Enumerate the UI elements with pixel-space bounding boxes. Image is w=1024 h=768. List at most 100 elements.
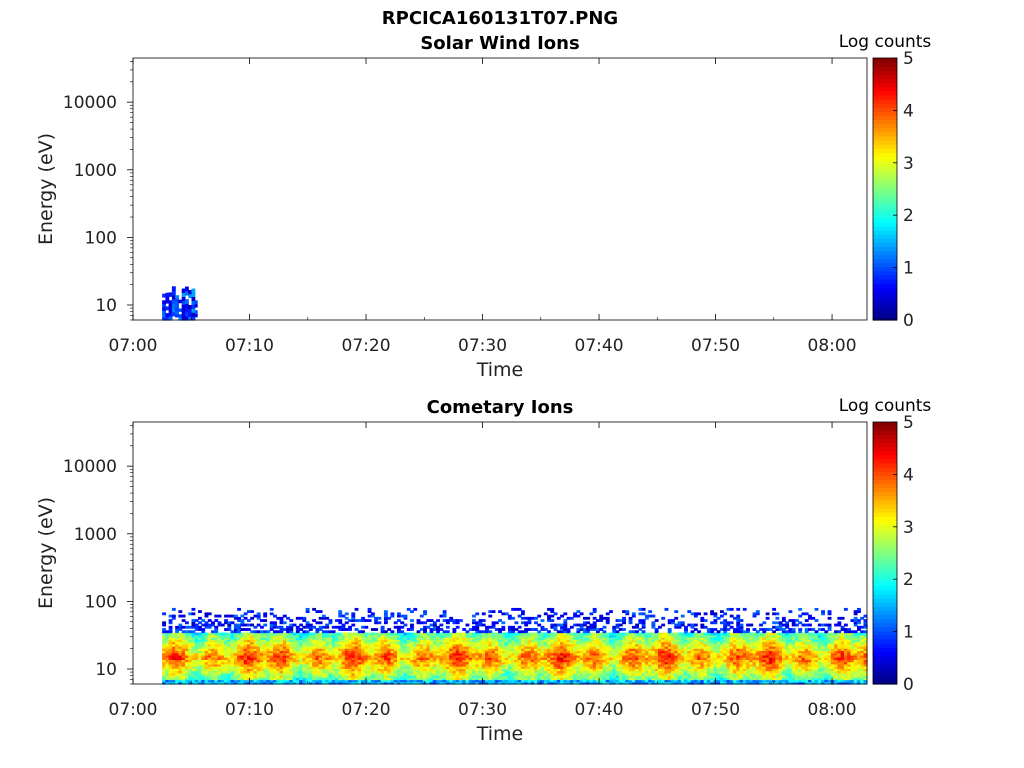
heatmap-cell — [700, 666, 705, 669]
heatmap-cell — [569, 677, 574, 681]
heatmap-cell — [377, 670, 382, 674]
heatmap-cell — [657, 634, 662, 638]
heatmap-cell — [191, 292, 196, 298]
heatmap-cell — [253, 666, 258, 669]
heatmap-cell — [162, 652, 166, 656]
heatmap-cell — [605, 639, 610, 643]
heatmap-cell — [703, 677, 708, 681]
heatmap-cell — [537, 639, 542, 643]
heatmap-cell — [367, 619, 372, 622]
heatmap-cell — [710, 630, 715, 634]
heatmap-cell — [374, 661, 379, 665]
heatmap-cell — [191, 630, 196, 634]
heatmap-cell — [344, 637, 349, 640]
heatmap-cell — [687, 634, 692, 638]
heatmap-cell — [364, 625, 369, 629]
heatmap-cell — [276, 675, 281, 678]
heatmap-cell — [468, 652, 473, 656]
heatmap-cell — [599, 619, 604, 622]
heatmap-cell — [472, 650, 476, 654]
heatmap-cell — [426, 648, 431, 652]
heatmap-cell — [592, 639, 597, 643]
heatmap-cell — [713, 632, 718, 636]
heatmap-cell — [387, 677, 392, 681]
heatmap-cell — [403, 614, 408, 618]
heatmap-cell — [612, 663, 617, 667]
heatmap-cell — [325, 675, 330, 678]
heatmap-cell — [335, 663, 339, 667]
heatmap-cell — [511, 643, 516, 647]
heatmap-cell — [511, 663, 516, 667]
heatmap-cell — [458, 672, 463, 676]
heatmap-cell — [540, 648, 545, 652]
heatmap-cell — [295, 675, 300, 678]
heatmap-cell — [276, 634, 281, 638]
heatmap-cell — [680, 632, 685, 636]
heatmap-cell — [520, 616, 525, 620]
heatmap-cell — [563, 625, 568, 629]
heatmap-cell — [726, 645, 731, 649]
heatmap-cell — [273, 625, 277, 629]
heatmap-cell — [739, 672, 744, 676]
heatmap-cell — [472, 634, 476, 638]
heatmap-cell — [393, 648, 398, 652]
heatmap-cell — [289, 652, 294, 656]
heatmap-cell — [299, 681, 304, 685]
heatmap-cell — [400, 645, 405, 649]
heatmap-cell — [716, 616, 721, 620]
heatmap-cell — [667, 677, 672, 681]
heatmap-cell — [553, 637, 558, 640]
heatmap-cell — [475, 679, 480, 683]
heatmap-cell — [276, 639, 281, 643]
heatmap-cell — [194, 681, 199, 685]
heatmap-cell — [263, 648, 268, 652]
heatmap-cell — [742, 659, 747, 663]
heatmap-cell — [452, 637, 457, 640]
heatmap-cell — [175, 625, 180, 629]
heatmap-cell — [348, 628, 352, 631]
heatmap-cell — [491, 639, 496, 643]
heatmap-cell — [207, 652, 212, 656]
heatmap-cell — [693, 614, 698, 618]
heatmap-cell — [295, 639, 300, 643]
heatmap-cell — [171, 632, 176, 636]
heatmap-cell — [168, 621, 173, 625]
heatmap-cell — [237, 657, 242, 660]
colorbar-swatch — [873, 164, 897, 170]
heatmap-cell — [312, 657, 317, 660]
heatmap-cell — [393, 666, 398, 669]
heatmap-cell — [524, 663, 529, 667]
heatmap-cell — [201, 675, 206, 678]
heatmap-cell — [312, 607, 317, 611]
heatmap-cell — [596, 675, 600, 678]
heatmap-cell — [364, 668, 369, 672]
heatmap-cell — [547, 643, 551, 647]
colorbar-swatch — [873, 274, 897, 280]
heatmap-cell — [165, 652, 170, 656]
heatmap-cell — [733, 670, 737, 674]
heatmap-cell — [556, 639, 561, 643]
heatmap-cell — [573, 668, 578, 672]
heatmap-cell — [429, 666, 434, 669]
heatmap-cell — [671, 681, 675, 685]
heatmap-cell — [240, 628, 245, 631]
heatmap-cell — [596, 661, 600, 665]
heatmap-cell — [664, 634, 669, 638]
heatmap-cell — [566, 645, 571, 649]
heatmap-cell — [390, 675, 395, 678]
heatmap-cell — [315, 663, 320, 667]
heatmap-cell — [175, 652, 180, 656]
heatmap-cell — [644, 666, 649, 669]
heatmap-cell — [308, 663, 313, 667]
heatmap-cell — [162, 643, 166, 647]
heatmap-cell — [361, 668, 365, 672]
heatmap-cell — [566, 675, 571, 678]
heatmap-cell — [410, 625, 414, 629]
heatmap-cell — [211, 670, 215, 674]
heatmap-cell — [341, 639, 346, 643]
heatmap-cell — [455, 661, 460, 665]
heatmap-cell — [240, 659, 245, 663]
heatmap-cell — [400, 666, 405, 669]
heatmap-cell — [566, 657, 571, 660]
heatmap-cell — [207, 663, 212, 667]
